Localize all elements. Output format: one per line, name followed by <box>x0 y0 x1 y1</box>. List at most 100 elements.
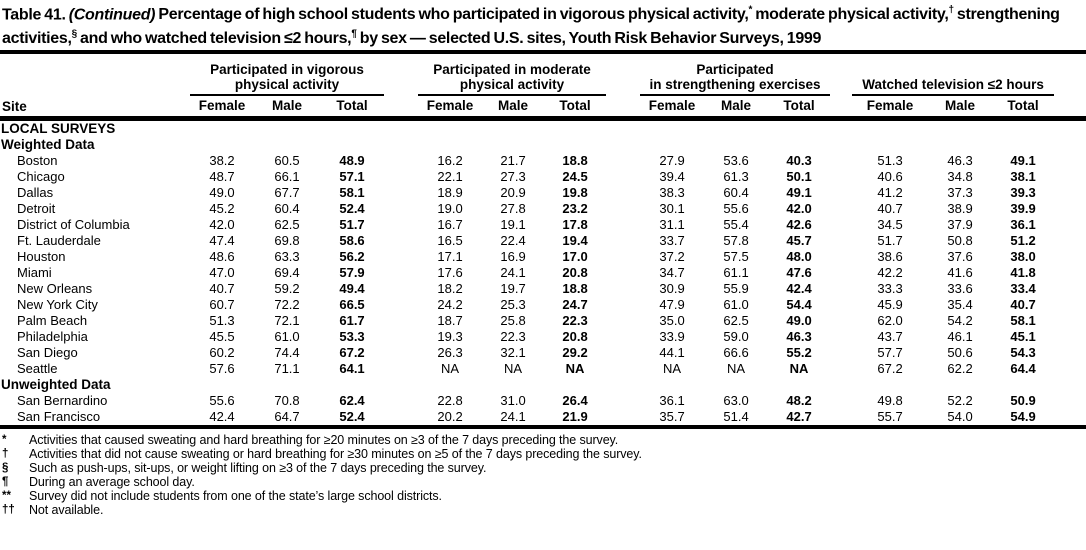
table-row: Chicago 48.7 66.1 57.1 22.1 27.3 24.5 39.4 61.3 5… <box>0 169 1086 185</box>
total-cell: 64.4 <box>1010 360 1036 376</box>
value-cell: 55.4 <box>723 216 749 232</box>
column-gap <box>1054 201 1086 217</box>
section-heading-row: LOCAL SURVEYS <box>0 118 1086 137</box>
column-gap <box>384 249 418 265</box>
column-gap <box>606 201 640 217</box>
value-cell: 35.7 <box>640 408 705 429</box>
total-cell: 41.8 <box>1010 264 1036 280</box>
group-label-line: Participated <box>696 61 774 77</box>
value-cell: 17.6 <box>437 264 463 280</box>
column-gap <box>1054 153 1086 169</box>
site-cell: San Bernardino <box>17 392 108 408</box>
column-gap <box>830 408 853 429</box>
total-cell: 52.4 <box>320 408 385 429</box>
site-cell: Dallas <box>17 184 54 200</box>
group-label-line: physical activity <box>234 76 340 92</box>
value-cell: 31.1 <box>659 216 685 232</box>
value-cell: 61.0 <box>274 328 300 344</box>
total-cell: 49.0 <box>786 312 812 328</box>
total-cell: NA <box>565 360 585 376</box>
total-cell: 22.3 <box>562 312 588 328</box>
table-row: Detroit 45.2 60.4 52.4 19.0 27.8 23.2 30.1 55.6 4… <box>0 201 1086 217</box>
column-gap <box>830 169 852 185</box>
value-cell: 62.0 <box>877 312 903 328</box>
total-cell: 36.1 <box>1010 216 1036 232</box>
total-cell: 18.8 <box>562 280 588 296</box>
column-gap <box>606 53 641 121</box>
footnote-text: During an average school day. <box>29 474 195 489</box>
value-cell: 19.1 <box>500 216 526 232</box>
value-cell: 33.6 <box>947 280 973 296</box>
footnote-marker: ¶ <box>2 475 9 488</box>
data-table: Site Participated in vigorous physical a… <box>0 53 1086 429</box>
column-gap <box>1054 297 1086 313</box>
site-cell: New Orleans <box>17 280 93 296</box>
col-header-male: Male <box>704 94 769 121</box>
value-cell: 40.7 <box>209 280 235 296</box>
title-footnote-marker: § <box>71 28 78 40</box>
value-cell: 20.9 <box>500 184 526 200</box>
value-cell: 18.7 <box>437 312 463 328</box>
column-gap <box>384 217 418 233</box>
column-gap <box>384 169 418 185</box>
total-cell: NA <box>789 360 809 376</box>
total-cell: 29.2 <box>562 344 588 360</box>
table-body: LOCAL SURVEYS Weighted Data Boston 38.2 60.5… <box>0 118 1086 429</box>
footnote-marker: † <box>2 447 9 460</box>
column-gap <box>830 233 852 249</box>
column-gap <box>1054 265 1086 281</box>
table-row: San Diego 60.2 74.4 67.2 26.3 32.1 29.2 44.1 66.… <box>0 345 1086 361</box>
value-cell: 30.1 <box>659 200 685 216</box>
table-row: Philadelphia 45.5 61.0 53.3 19.3 22.3 20.8 33.9… <box>0 329 1086 345</box>
value-cell: 37.3 <box>947 184 973 200</box>
col-header-female: Female <box>852 94 929 121</box>
value-cell: 72.1 <box>274 312 300 328</box>
right-margin <box>1054 53 1086 121</box>
column-gap <box>830 345 852 361</box>
col-header-male: Male <box>928 94 993 121</box>
value-cell: 45.9 <box>877 296 903 312</box>
total-cell: 66.5 <box>339 296 365 312</box>
footnote-line: †† Not available. <box>0 503 1086 517</box>
site-cell: Philadelphia <box>17 328 88 344</box>
group-label-line: in strengthening exercises <box>649 76 821 92</box>
section-heading: LOCAL SURVEYS <box>1 120 116 136</box>
value-cell: 55.6 <box>723 200 749 216</box>
table-row: Houston 48.6 63.3 56.2 17.1 16.9 17.0 37.2 57.5 4… <box>0 249 1086 265</box>
column-gap <box>384 313 418 329</box>
value-cell: 24.1 <box>482 408 545 429</box>
column-gap <box>1054 345 1086 361</box>
value-cell: 59.0 <box>723 328 749 344</box>
total-cell: 17.0 <box>562 248 588 264</box>
column-labels-row: Female Male Total Female Male Total Fema… <box>0 94 1086 121</box>
value-cell: 55.9 <box>723 280 749 296</box>
column-gap <box>1054 169 1086 185</box>
table-row: Dallas 49.0 67.7 58.1 18.9 20.9 19.8 38.3 60.4 49… <box>0 185 1086 201</box>
value-cell: 27.8 <box>500 200 526 216</box>
section-heading: Unweighted Data <box>1 376 111 392</box>
table-header: Site Participated in vigorous physical a… <box>0 53 1086 121</box>
column-gap <box>606 361 640 377</box>
total-cell: 54.3 <box>1010 344 1036 360</box>
column-gap <box>1054 361 1086 377</box>
column-gap <box>606 169 640 185</box>
total-cell: 62.4 <box>339 392 365 408</box>
value-cell: 51.7 <box>877 232 903 248</box>
value-cell: 60.2 <box>209 344 235 360</box>
value-cell: 42.2 <box>877 264 903 280</box>
site-cell: Miami <box>17 264 52 280</box>
value-cell: 45.5 <box>209 328 235 344</box>
column-gap <box>606 313 640 329</box>
total-cell: 67.2 <box>339 344 365 360</box>
value-cell: 31.0 <box>500 392 526 408</box>
value-cell: 22.4 <box>500 232 526 248</box>
site-cell: Detroit <box>17 200 56 216</box>
value-cell: 38.2 <box>209 152 235 168</box>
total-cell: 54.9 <box>992 408 1055 429</box>
column-gap <box>606 393 640 409</box>
total-cell: 42.0 <box>786 200 812 216</box>
table-row: Ft. Lauderdale 47.4 69.8 58.6 16.5 22.4 19.4 33… <box>0 233 1086 249</box>
column-gap <box>384 297 418 313</box>
column-gap <box>1054 217 1086 233</box>
column-gap <box>606 345 640 361</box>
